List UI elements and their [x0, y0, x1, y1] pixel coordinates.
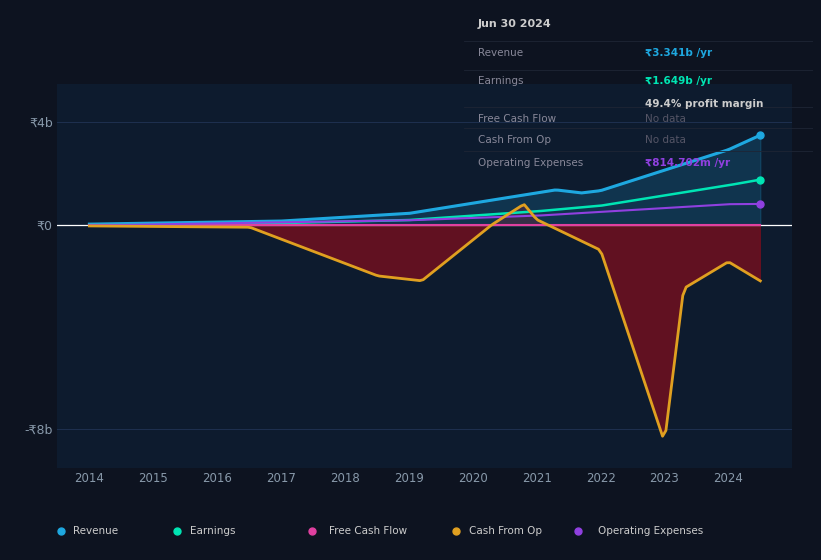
Text: Earnings: Earnings [190, 526, 236, 535]
Text: Free Cash Flow: Free Cash Flow [329, 526, 407, 535]
Text: Jun 30 2024: Jun 30 2024 [478, 20, 552, 30]
Text: Free Cash Flow: Free Cash Flow [478, 114, 556, 124]
Text: 49.4% profit margin: 49.4% profit margin [645, 99, 764, 109]
Text: ₹3.341b /yr: ₹3.341b /yr [645, 48, 713, 58]
Text: No data: No data [645, 114, 686, 124]
Text: Earnings: Earnings [478, 76, 523, 86]
Text: ₹814.702m /yr: ₹814.702m /yr [645, 158, 731, 168]
Text: Cash From Op: Cash From Op [469, 526, 542, 535]
Text: Operating Expenses: Operating Expenses [598, 526, 703, 535]
Text: No data: No data [645, 135, 686, 145]
Text: Revenue: Revenue [73, 526, 118, 535]
Text: Cash From Op: Cash From Op [478, 135, 551, 145]
Text: Operating Expenses: Operating Expenses [478, 158, 583, 168]
Text: Revenue: Revenue [478, 48, 523, 58]
Text: ₹1.649b /yr: ₹1.649b /yr [645, 76, 713, 86]
